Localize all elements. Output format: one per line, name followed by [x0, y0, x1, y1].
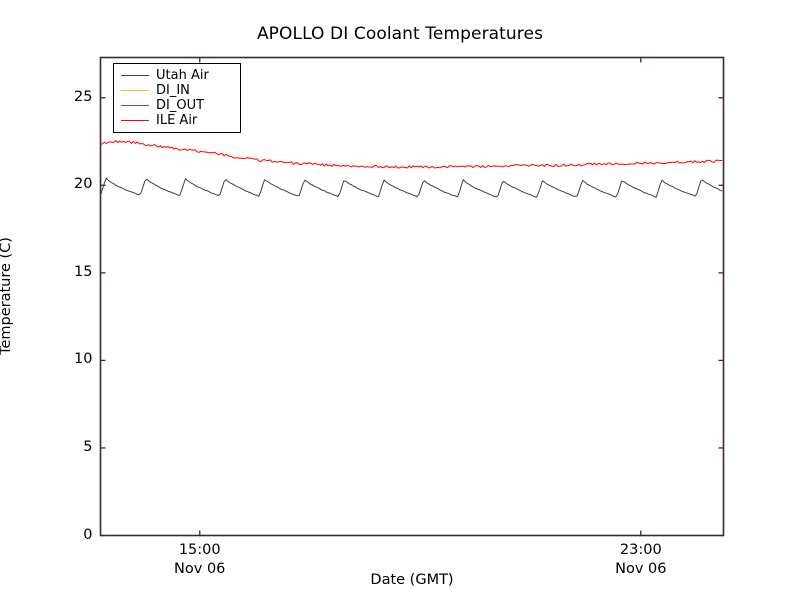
legend-item-di-out[interactable]: DI_OUT [119, 98, 235, 113]
legend-swatch-icon [121, 90, 149, 91]
x-tick-time: 23:00 [619, 541, 662, 558]
legend-swatch-icon [121, 105, 149, 106]
y-axis-label: Temperature (C) [0, 237, 14, 355]
y-tick-label: 25 [74, 88, 93, 105]
x-axis-label: Date (GMT) [370, 572, 454, 588]
legend-swatch-icon [121, 120, 149, 121]
y-tick-label: 5 [83, 438, 93, 455]
y-tick-label: 0 [83, 526, 93, 543]
series-line-ile-air [100, 139, 723, 169]
series-paths [100, 139, 723, 198]
series-line-utah-air [100, 177, 723, 198]
x-tick-label: 15:00 Nov 06 [140, 541, 260, 579]
legend-label: Utah Air [156, 67, 209, 83]
x-tick-time: 15:00 [178, 541, 221, 558]
x-tick-date: Nov 06 [615, 560, 667, 577]
y-tick-label: 15 [74, 263, 93, 280]
chart-title: APOLLO DI Coolant Temperatures [256, 24, 544, 44]
y-tick-label: 10 [74, 351, 93, 368]
tick-marks [100, 57, 724, 537]
legend-label: DI_OUT [156, 97, 205, 113]
legend-label: ILE Air [156, 112, 198, 128]
legend-item-ile-air[interactable]: ILE Air [119, 113, 235, 128]
legend-swatch-icon [121, 75, 149, 76]
y-tick-label: 20 [74, 176, 93, 193]
chart-legend: Utah Air DI_IN DI_OUT ILE Air [113, 63, 241, 133]
x-tick-date: Nov 06 [174, 560, 226, 577]
legend-label: DI_IN [156, 82, 190, 98]
x-tick-label: 23:00 Nov 06 [581, 541, 701, 579]
axes-frame [99, 56, 725, 537]
legend-item-di-in[interactable]: DI_IN [119, 83, 235, 98]
legend-item-utah-air[interactable]: Utah Air [119, 68, 235, 83]
